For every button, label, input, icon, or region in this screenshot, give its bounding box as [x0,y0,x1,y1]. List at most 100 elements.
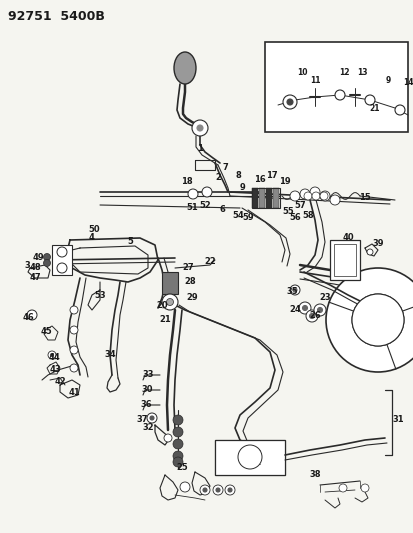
Text: 18: 18 [181,177,192,187]
Circle shape [309,187,319,197]
Text: 17: 17 [266,171,277,180]
Circle shape [180,482,190,492]
Text: 44: 44 [48,353,60,362]
Circle shape [173,439,183,449]
Circle shape [351,294,403,346]
Circle shape [202,488,206,492]
Text: 35: 35 [285,287,297,296]
Text: 39: 39 [371,239,383,248]
Circle shape [27,310,37,320]
Bar [329,240,359,280]
Text: 13: 13 [356,68,366,77]
Circle shape [334,90,344,100]
Circle shape [311,192,319,200]
Text: 4: 4 [89,232,95,241]
Ellipse shape [173,52,195,84]
Circle shape [305,310,317,322]
Text: 30: 30 [141,385,152,394]
Text: 7: 7 [222,164,227,173]
Text: 27: 27 [182,263,193,272]
Text: 37: 37 [136,416,147,424]
Circle shape [309,313,314,319]
Bar [252,188,279,208]
Bar [161,272,178,294]
Text: 36: 36 [140,400,152,409]
Circle shape [302,305,307,311]
Text: 20: 20 [156,301,167,310]
Text: 51: 51 [186,204,197,213]
Circle shape [57,263,67,273]
Text: 56: 56 [288,214,300,222]
Text: 11: 11 [309,76,320,85]
Circle shape [319,191,329,201]
Text: 16: 16 [254,175,265,184]
Circle shape [43,254,50,261]
Text: 50: 50 [88,225,100,235]
Circle shape [351,294,403,346]
Circle shape [161,294,178,310]
Text: 29: 29 [186,294,197,303]
Circle shape [70,364,78,372]
Text: 1: 1 [197,143,202,152]
Circle shape [48,351,56,359]
Circle shape [188,189,197,199]
Circle shape [325,268,413,372]
Text: 23: 23 [318,294,330,303]
Text: 19: 19 [278,177,290,187]
Circle shape [289,191,299,201]
Text: 8: 8 [235,171,240,180]
Text: 6: 6 [218,206,224,214]
Text: 10: 10 [296,68,306,77]
Text: 43: 43 [49,366,61,375]
Text: 14: 14 [402,77,412,86]
Circle shape [394,105,404,115]
Circle shape [147,413,157,423]
Text: 21: 21 [159,316,171,325]
Circle shape [173,415,183,425]
Text: 2: 2 [214,174,221,182]
Text: 9: 9 [385,76,390,85]
Text: 49: 49 [32,254,44,262]
Text: 24: 24 [288,305,300,314]
Text: 28: 28 [184,278,195,287]
Text: 92751  5400B: 92751 5400B [8,10,104,23]
Text: 53: 53 [94,290,106,300]
Circle shape [286,99,292,105]
Circle shape [150,416,154,420]
Circle shape [70,326,78,334]
Circle shape [299,189,309,199]
Text: 25: 25 [176,464,188,472]
Circle shape [313,304,325,316]
Circle shape [292,288,296,292]
Circle shape [224,485,235,495]
Circle shape [360,484,368,492]
Circle shape [173,427,183,437]
Circle shape [282,95,296,109]
Circle shape [70,346,78,354]
Bar [266,188,271,208]
Circle shape [70,306,78,314]
Text: 5: 5 [127,238,133,246]
Text: 38: 38 [309,471,320,480]
Bar [272,188,278,208]
Text: 22: 22 [204,257,215,266]
Circle shape [173,457,183,467]
Circle shape [57,247,67,257]
Text: 33: 33 [142,370,153,379]
Circle shape [317,308,322,312]
Bar [52,245,72,275]
Text: 31: 31 [391,416,403,424]
Circle shape [366,249,372,255]
Circle shape [338,484,346,492]
Circle shape [197,125,202,131]
Bar [252,188,257,208]
Text: 32: 32 [142,424,154,432]
Text: 12: 12 [338,68,349,77]
Text: 59: 59 [242,214,253,222]
Circle shape [173,451,183,461]
Circle shape [212,485,223,495]
Bar [264,42,407,132]
Circle shape [164,434,171,442]
Bar [333,244,355,276]
Text: 55: 55 [281,207,293,216]
